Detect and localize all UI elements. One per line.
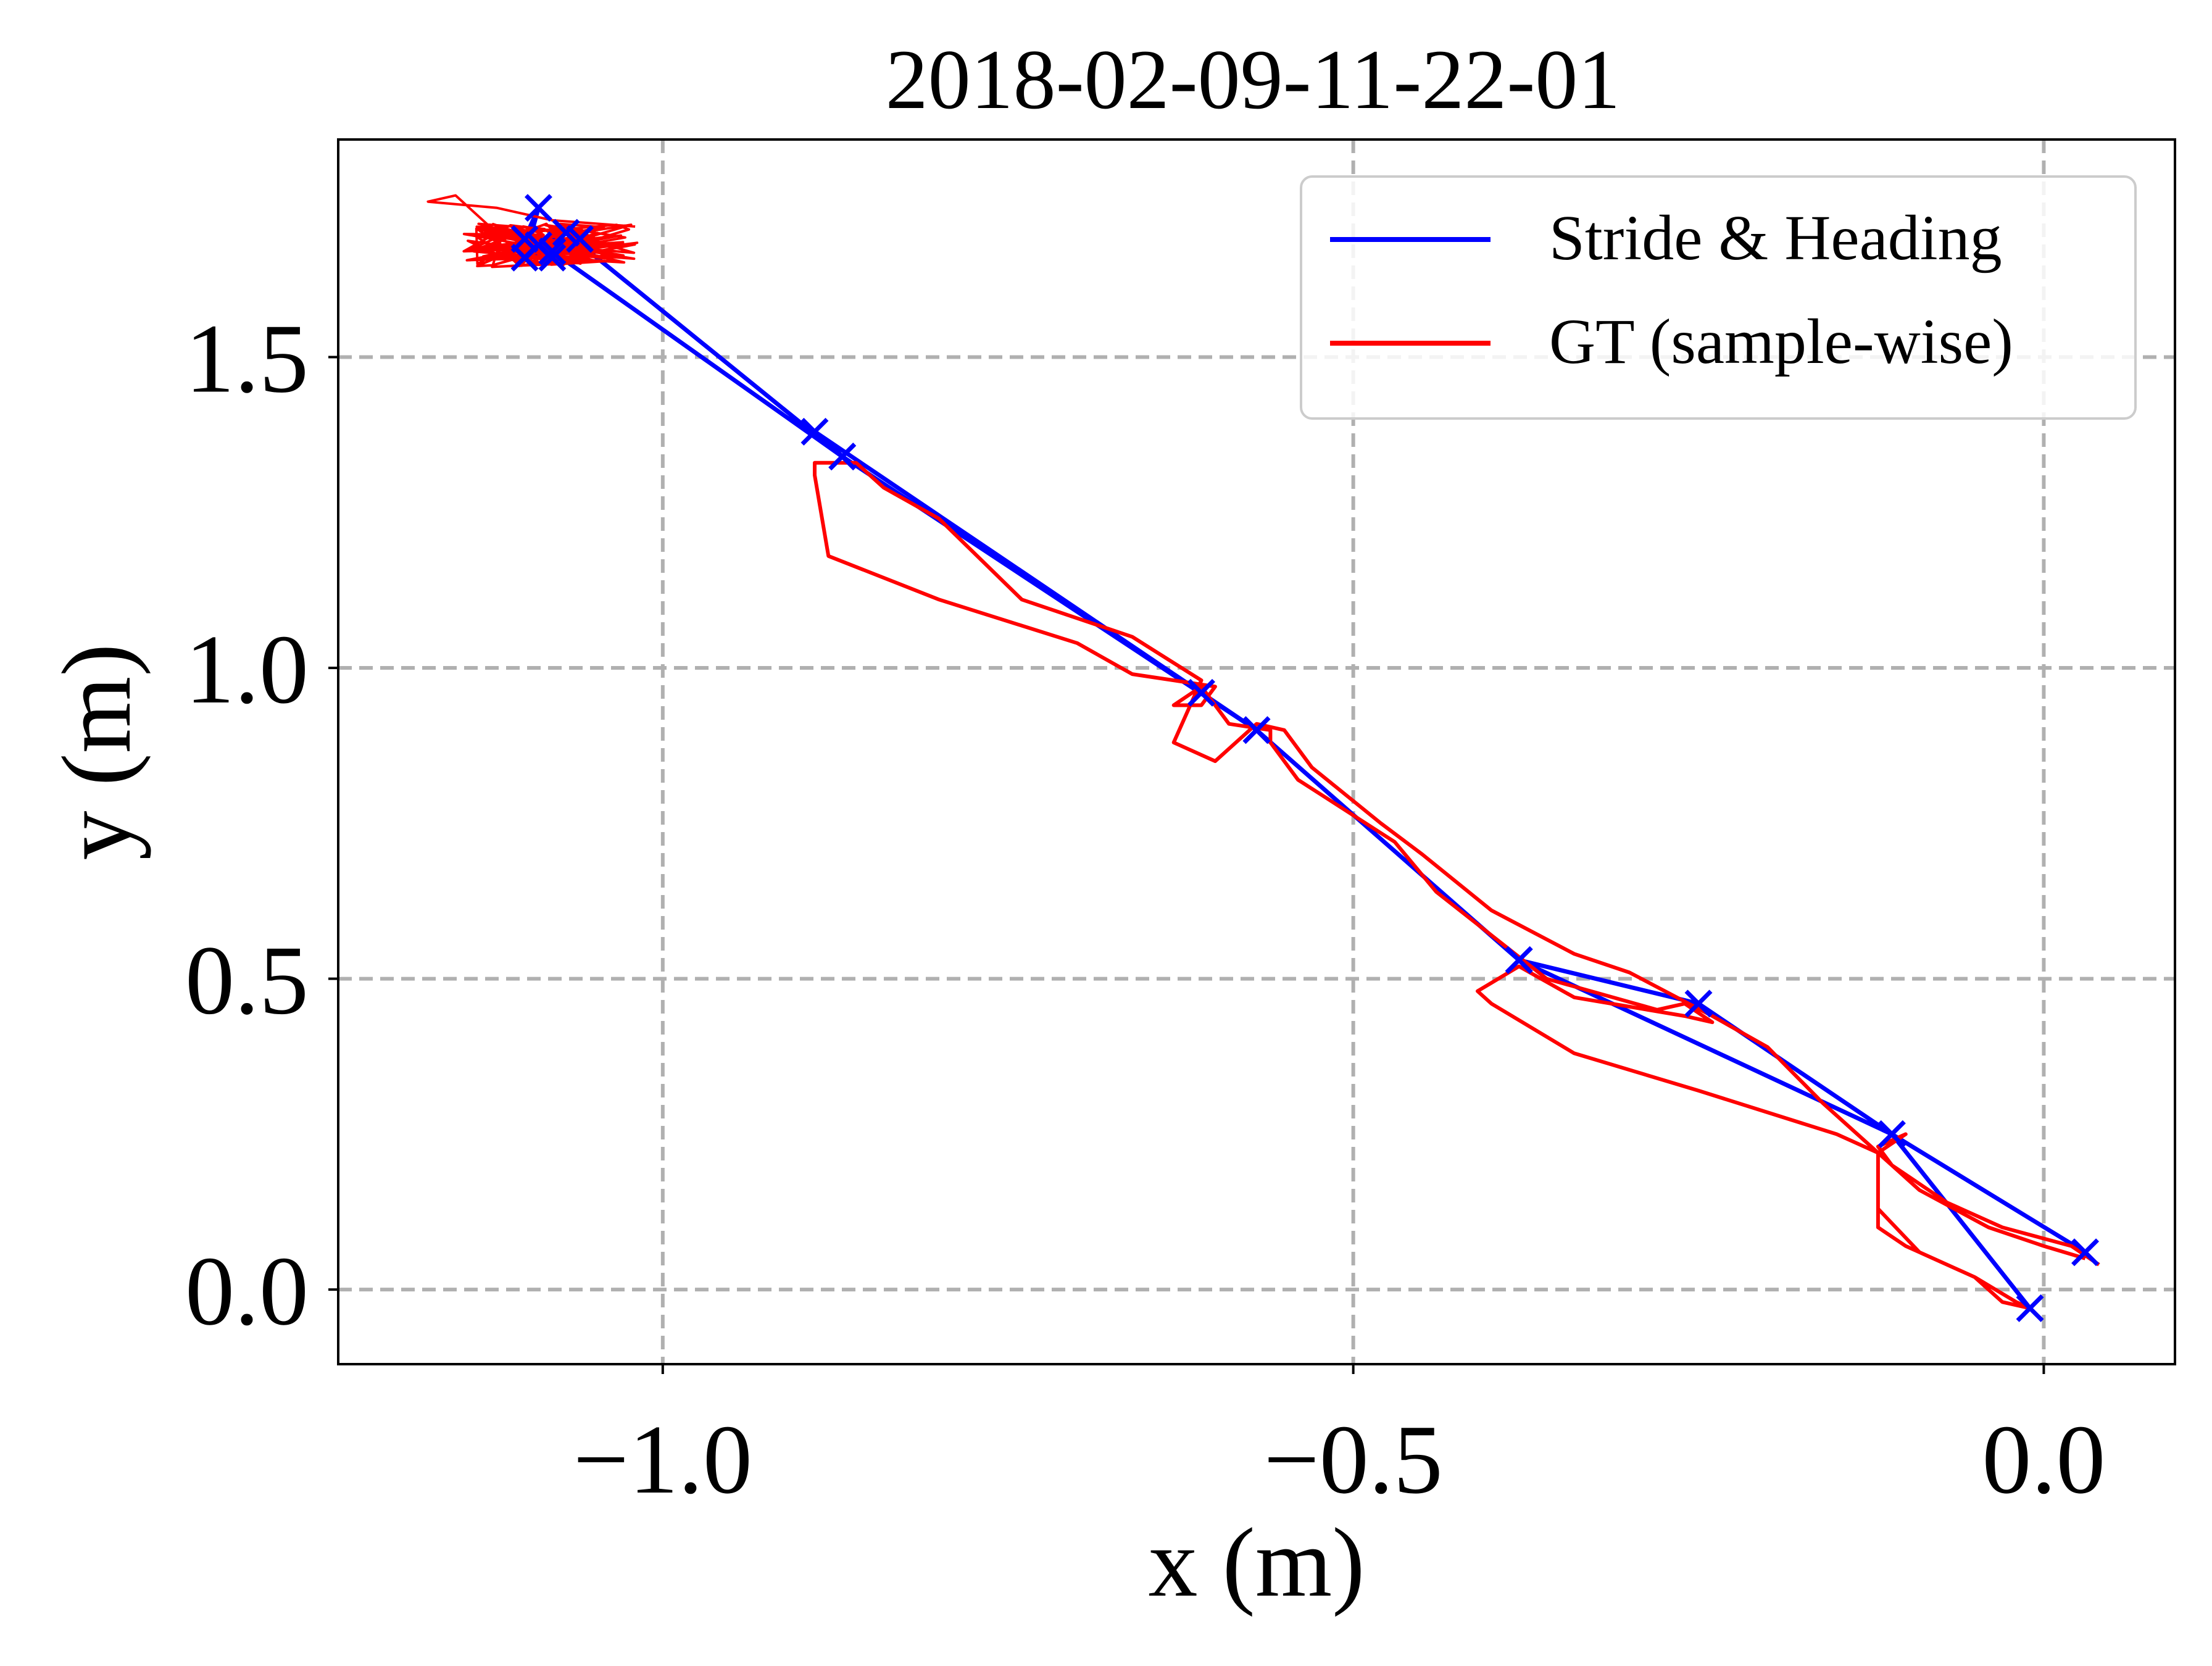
- marker-stride-heading-15: [552, 219, 580, 247]
- y-tick-label-1: 0.5: [185, 925, 309, 1035]
- axis-ticks: −1.0 −0.5 0.0 0.0 0.5 1.0 1.5: [185, 303, 2105, 1514]
- marker-stride-heading-2: [1684, 989, 1713, 1018]
- marker-stride-heading-12: [566, 225, 594, 253]
- marker-stride-heading-17: [1242, 716, 1271, 744]
- series-line-gt-sample-wise: [813, 460, 2100, 1310]
- grid-lines: [338, 140, 2175, 1364]
- chart-title: 2018-02-09-11-22-01: [886, 32, 1621, 127]
- plot-area-frame: [337, 138, 2176, 1365]
- y-tick-label-2: 1.0: [185, 614, 309, 724]
- legend-label-stride-heading: Stride & Heading: [1549, 202, 2002, 273]
- legend-label-gt-sample-wise: GT (sample-wise): [1549, 306, 2013, 377]
- marker-stride-heading-20: [2016, 1294, 2044, 1322]
- marker-stride-heading-19: [1877, 1120, 1906, 1148]
- x-axis-label: x (m): [1148, 1507, 1365, 1617]
- marker-stride-heading-8: [538, 237, 567, 265]
- series-jitter-gt-sample-wise: [426, 194, 639, 269]
- legend-box: [1300, 175, 2137, 420]
- y-tick-label-0: 0.0: [185, 1236, 309, 1346]
- x-tick-label-0: −1.0: [573, 1404, 752, 1514]
- marker-stride-heading-0: [2071, 1238, 2100, 1267]
- x-tick-label-1: −0.5: [1264, 1404, 1443, 1514]
- marker-stride-heading-16: [828, 443, 857, 471]
- y-axis-label: y (m): [41, 643, 151, 860]
- legend: Stride & Heading GT (sample-wise): [1300, 175, 2137, 420]
- marker-stride-heading-5: [1187, 678, 1215, 707]
- marker-stride-heading-10: [524, 194, 552, 222]
- marker-stride-heading-6: [800, 417, 829, 446]
- marker-stride-heading-14: [524, 231, 552, 259]
- marker-stride-heading-18: [1505, 946, 1533, 974]
- y-tick-label-3: 1.5: [185, 303, 309, 413]
- plot-markers: [510, 194, 2100, 1322]
- x-tick-label-2: 0.0: [1982, 1404, 2105, 1514]
